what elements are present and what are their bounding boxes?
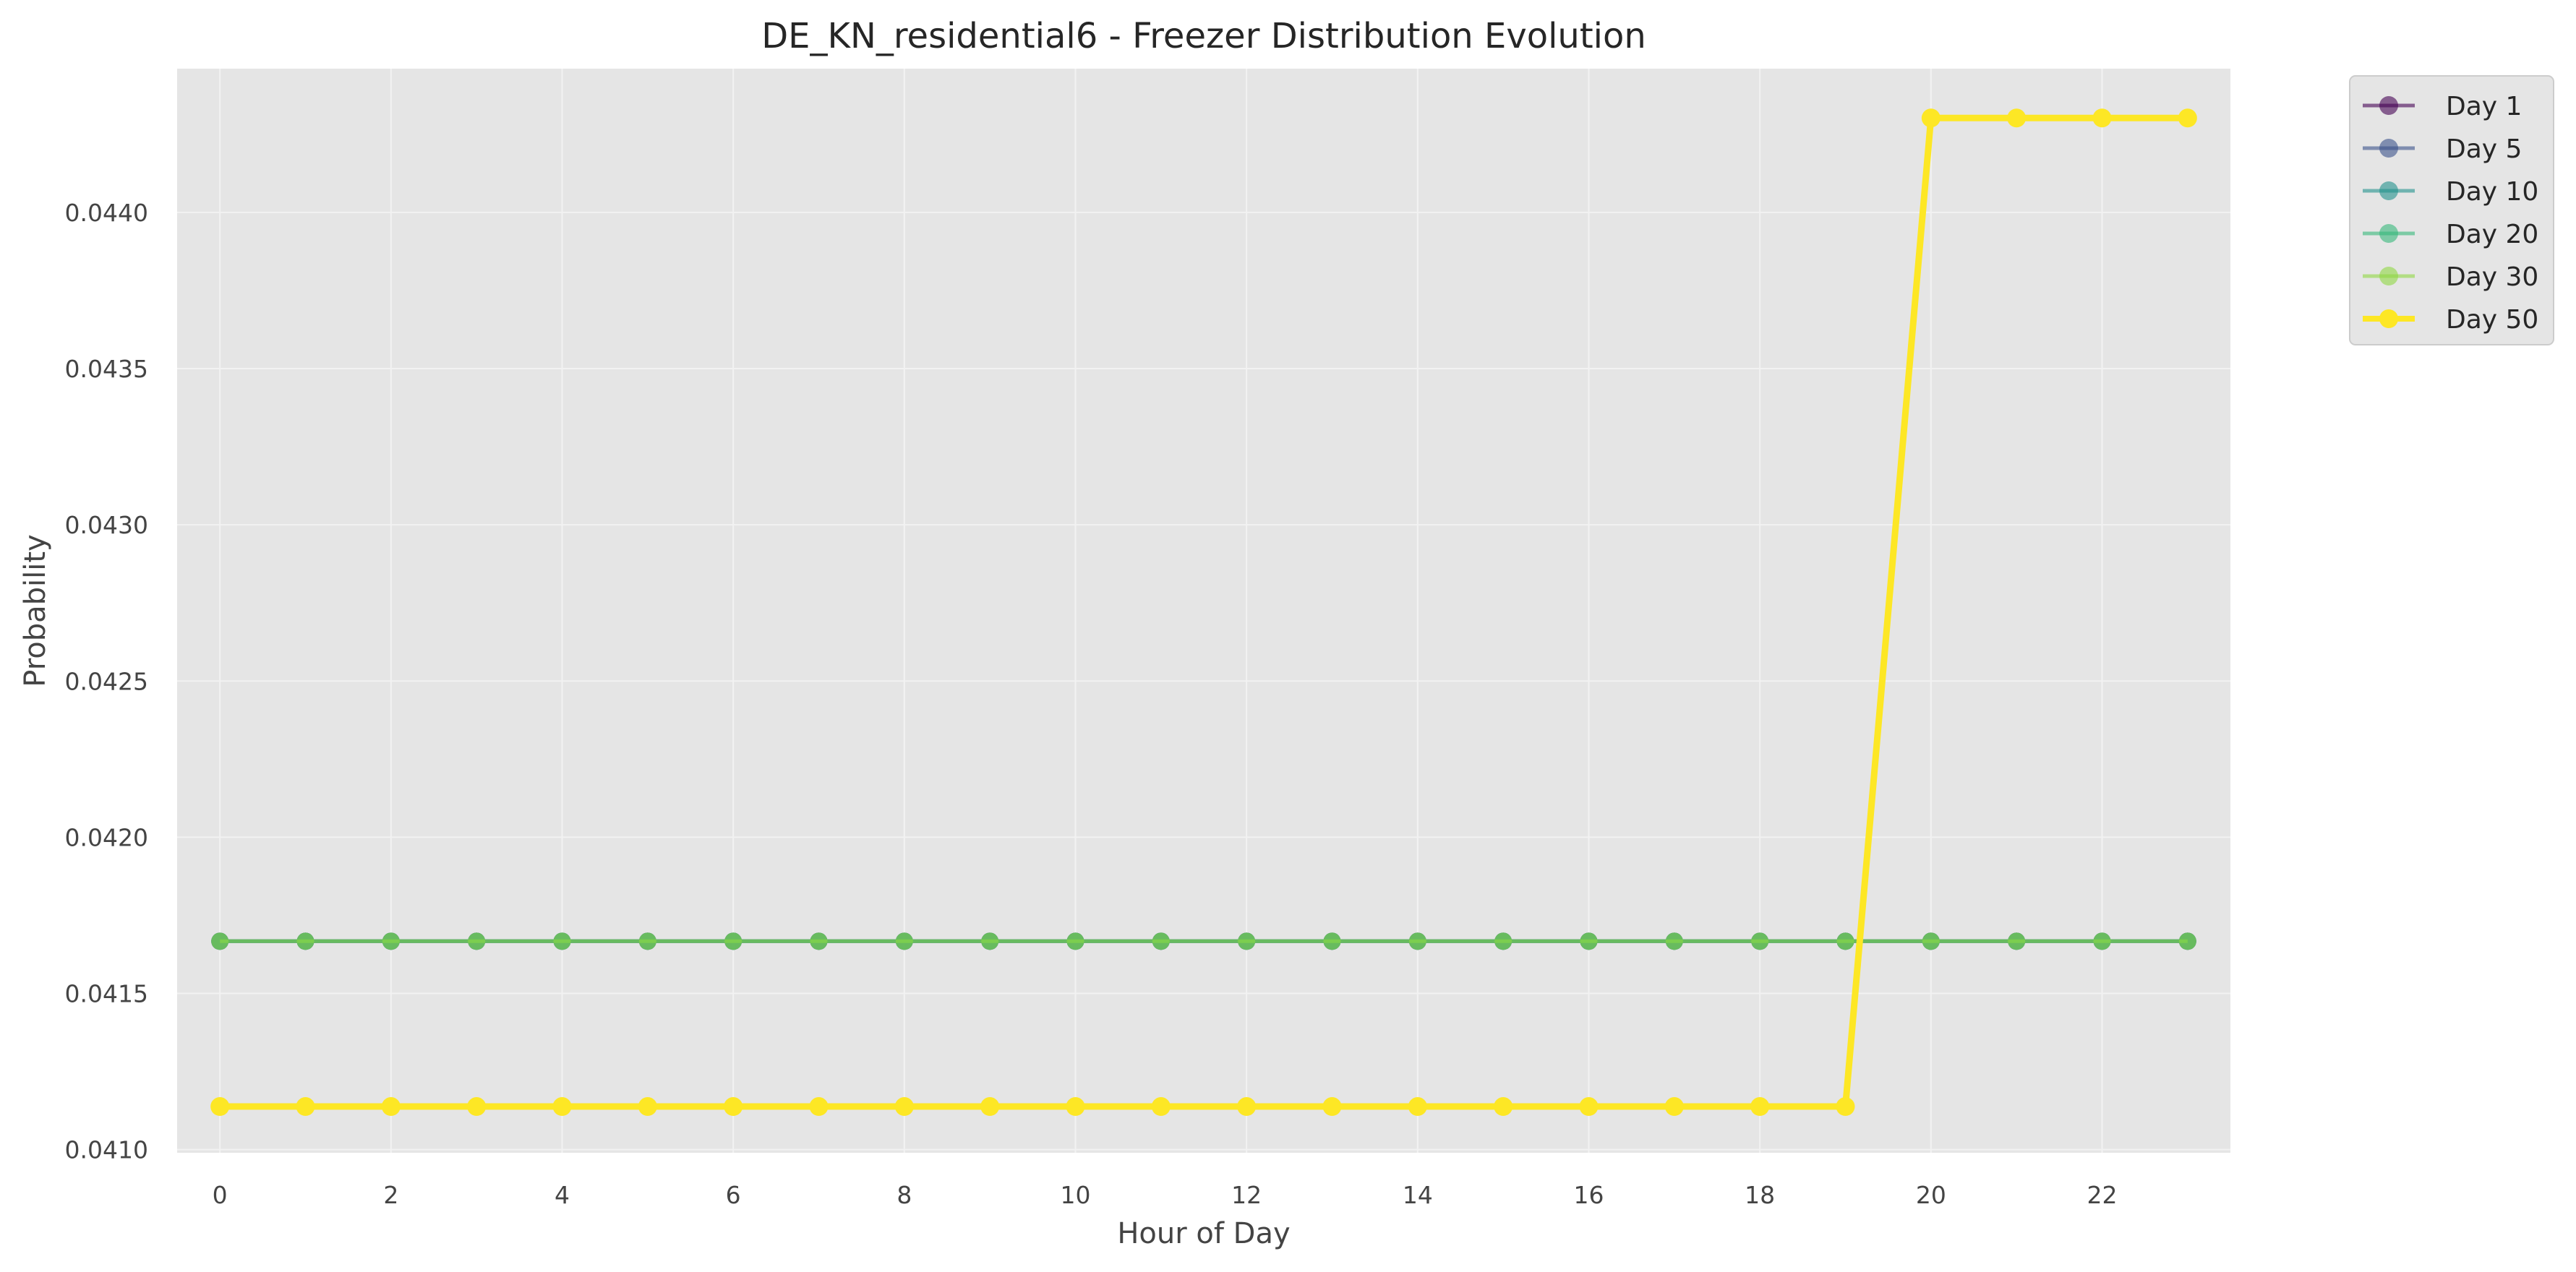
data-point xyxy=(1494,932,1512,950)
y-tick-label: 0.0435 xyxy=(65,355,148,383)
legend-label: Day 20 xyxy=(2446,220,2538,249)
data-point xyxy=(1579,1097,1599,1117)
y-tick-label: 0.0440 xyxy=(65,199,148,227)
y-tick-label: 0.0410 xyxy=(65,1136,148,1164)
legend-label: Day 5 xyxy=(2446,134,2522,164)
legend-swatch-marker xyxy=(2379,224,2398,243)
data-point xyxy=(1066,1097,1085,1117)
data-point xyxy=(1751,932,1769,950)
legend: Day 1 Day 5 Day 10 Day 20 Day 30 Day 50 xyxy=(2349,75,2554,345)
series-line xyxy=(220,114,2188,1110)
legend-swatch-marker xyxy=(2379,139,2398,158)
legend-item: Day 10 xyxy=(2363,177,2538,207)
data-point xyxy=(1408,932,1426,950)
data-point xyxy=(552,1097,572,1117)
data-point xyxy=(2093,932,2111,950)
x-tick-label: 16 xyxy=(1574,1181,1604,1209)
data-point xyxy=(810,932,828,950)
x-tick-label: 22 xyxy=(2087,1181,2118,1209)
data-point xyxy=(1921,108,1940,128)
x-axis-ticks: 0 2 4 6 8 10 12 14 16 18 20 22 xyxy=(213,1181,2118,1209)
series-day-50 xyxy=(210,108,2197,1117)
data-point xyxy=(2178,932,2196,950)
data-point xyxy=(296,932,314,950)
y-tick-label: 0.0415 xyxy=(65,980,148,1008)
data-point xyxy=(638,1097,657,1117)
data-point xyxy=(809,1097,829,1117)
data-point xyxy=(210,1097,230,1117)
data-point xyxy=(1322,1097,1342,1117)
y-tick-label: 0.0420 xyxy=(65,823,148,851)
data-point xyxy=(724,1097,743,1117)
data-point xyxy=(1580,932,1598,950)
data-point xyxy=(1664,1097,1684,1117)
legend-swatch-marker xyxy=(2379,96,2398,115)
legend-label: Day 10 xyxy=(2446,177,2538,207)
x-tick-label: 10 xyxy=(1061,1181,1091,1209)
series-day-30 xyxy=(211,932,2196,950)
x-axis-label: Hour of Day xyxy=(1117,1217,1290,1250)
y-tick-label: 0.0425 xyxy=(65,667,148,695)
data-point xyxy=(2007,108,2027,128)
x-tick-label: 20 xyxy=(1916,1181,1946,1209)
data-point xyxy=(2092,108,2112,128)
data-point xyxy=(381,1097,401,1117)
data-point xyxy=(1494,1097,1513,1117)
data-point xyxy=(1665,932,1683,950)
legend-swatch-marker xyxy=(2379,267,2398,285)
data-point xyxy=(980,1097,1000,1117)
x-tick-label: 2 xyxy=(383,1181,398,1209)
data-point xyxy=(895,932,913,950)
y-axis-ticks: 0.0410 0.0415 0.0420 0.0425 0.0430 0.0435 0.04… xyxy=(65,199,148,1164)
legend-item: Day 30 xyxy=(2363,262,2538,292)
data-point xyxy=(2008,932,2026,950)
chart-title: DE_KN_residential6 - Freezer Distributio… xyxy=(761,16,1646,56)
data-point xyxy=(382,932,400,950)
data-point xyxy=(553,932,571,950)
x-tick-label: 4 xyxy=(555,1181,570,1209)
x-tick-label: 14 xyxy=(1403,1181,1433,1209)
series-layer xyxy=(210,108,2197,1117)
data-point xyxy=(1323,932,1341,950)
data-point xyxy=(468,932,486,950)
data-point xyxy=(1066,932,1084,950)
x-tick-label: 6 xyxy=(726,1181,741,1209)
data-point xyxy=(1836,1097,1855,1117)
legend-label: Day 50 xyxy=(2446,305,2538,335)
data-point xyxy=(1836,932,1854,950)
legend-item: Day 20 xyxy=(2363,220,2538,249)
legend-label: Day 30 xyxy=(2446,262,2538,292)
data-point xyxy=(296,1097,315,1117)
data-point xyxy=(467,1097,487,1117)
x-tick-label: 12 xyxy=(1231,1181,1262,1209)
data-point xyxy=(638,932,656,950)
data-point xyxy=(1152,932,1170,950)
data-point xyxy=(1750,1097,1770,1117)
legend-label: Day 1 xyxy=(2446,92,2522,121)
data-point xyxy=(211,932,229,950)
x-tick-label: 0 xyxy=(213,1181,228,1209)
data-point xyxy=(1237,1097,1257,1117)
data-point xyxy=(894,1097,914,1117)
data-point xyxy=(1238,932,1256,950)
grid xyxy=(177,69,2230,1153)
legend-item: Day 50 xyxy=(2363,305,2538,335)
data-point xyxy=(1408,1097,1427,1117)
legend-item: Day 5 xyxy=(2363,134,2522,164)
legend-item: Day 1 xyxy=(2363,92,2522,121)
data-point xyxy=(724,932,743,950)
legend-swatch-marker xyxy=(2379,181,2398,200)
legend-swatch-marker xyxy=(2379,309,2398,328)
data-point xyxy=(2178,108,2197,128)
y-tick-label: 0.0430 xyxy=(65,511,148,539)
data-point xyxy=(1922,932,1940,950)
data-point xyxy=(981,932,999,950)
x-tick-label: 8 xyxy=(897,1181,912,1209)
data-point xyxy=(1151,1097,1171,1117)
y-axis-label: Probability xyxy=(19,534,52,687)
x-tick-label: 18 xyxy=(1745,1181,1775,1209)
